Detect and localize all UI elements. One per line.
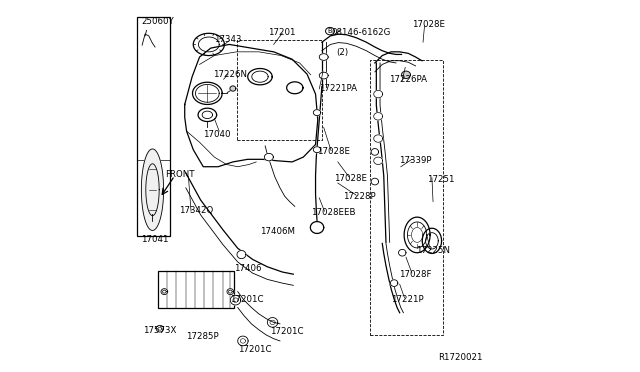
Text: 17028E: 17028E (317, 147, 350, 156)
Bar (136, 17, 170, 236)
Polygon shape (326, 28, 335, 35)
Text: 17343: 17343 (214, 35, 242, 44)
Polygon shape (264, 153, 273, 161)
Text: 08146-6162G: 08146-6162G (331, 28, 390, 37)
Polygon shape (371, 178, 378, 185)
Text: 17028F: 17028F (399, 270, 431, 279)
Text: B: B (328, 28, 332, 34)
Text: 17028E: 17028E (412, 20, 445, 29)
Polygon shape (314, 147, 321, 153)
Text: R1720021: R1720021 (438, 353, 483, 362)
Polygon shape (314, 110, 321, 116)
Polygon shape (310, 222, 324, 234)
Polygon shape (193, 82, 222, 105)
Polygon shape (230, 295, 241, 305)
Bar (157, 271, 234, 308)
Text: 25060Y: 25060Y (141, 17, 174, 26)
Polygon shape (390, 280, 398, 286)
Polygon shape (371, 148, 378, 155)
Polygon shape (161, 289, 168, 295)
Polygon shape (230, 86, 236, 91)
Text: 17201C: 17201C (230, 295, 264, 304)
Polygon shape (237, 336, 248, 346)
Text: 17251: 17251 (428, 175, 455, 184)
Text: 17201C: 17201C (270, 327, 303, 336)
Polygon shape (404, 217, 430, 253)
Text: 17221PA: 17221PA (319, 84, 357, 93)
Text: 17221P: 17221P (391, 295, 424, 304)
Text: 17339P: 17339P (399, 156, 431, 165)
Text: (2): (2) (337, 48, 349, 57)
Text: 17573X: 17573X (143, 326, 176, 335)
Text: 17201: 17201 (268, 28, 296, 37)
Polygon shape (374, 135, 383, 142)
Polygon shape (193, 33, 225, 55)
Polygon shape (248, 68, 272, 85)
Text: 17226N: 17226N (212, 70, 246, 79)
Text: FRONT: FRONT (165, 170, 195, 179)
Polygon shape (237, 250, 246, 259)
Text: 17342Q: 17342Q (179, 206, 213, 215)
Polygon shape (268, 318, 278, 327)
Text: 17225N: 17225N (415, 246, 450, 255)
Polygon shape (422, 228, 442, 253)
Text: 17040: 17040 (204, 129, 231, 139)
Polygon shape (374, 90, 383, 98)
Text: 17028EEB: 17028EEB (311, 208, 355, 217)
Text: 17406M: 17406M (260, 227, 295, 236)
Text: 17226PA: 17226PA (388, 75, 427, 84)
Polygon shape (198, 108, 216, 122)
Text: 17285P: 17285P (186, 331, 218, 341)
Polygon shape (401, 71, 410, 78)
Text: 17041: 17041 (141, 235, 169, 244)
Text: 17028E: 17028E (334, 174, 367, 183)
Polygon shape (374, 113, 383, 120)
Polygon shape (374, 157, 383, 164)
Text: 17201C: 17201C (237, 345, 271, 354)
Polygon shape (156, 326, 164, 332)
Text: 17406: 17406 (234, 264, 262, 273)
Polygon shape (399, 249, 406, 256)
Polygon shape (227, 289, 234, 295)
Polygon shape (319, 72, 328, 79)
Polygon shape (319, 54, 328, 60)
Text: 17228P: 17228P (343, 192, 376, 201)
Polygon shape (141, 149, 164, 231)
Polygon shape (287, 82, 303, 94)
